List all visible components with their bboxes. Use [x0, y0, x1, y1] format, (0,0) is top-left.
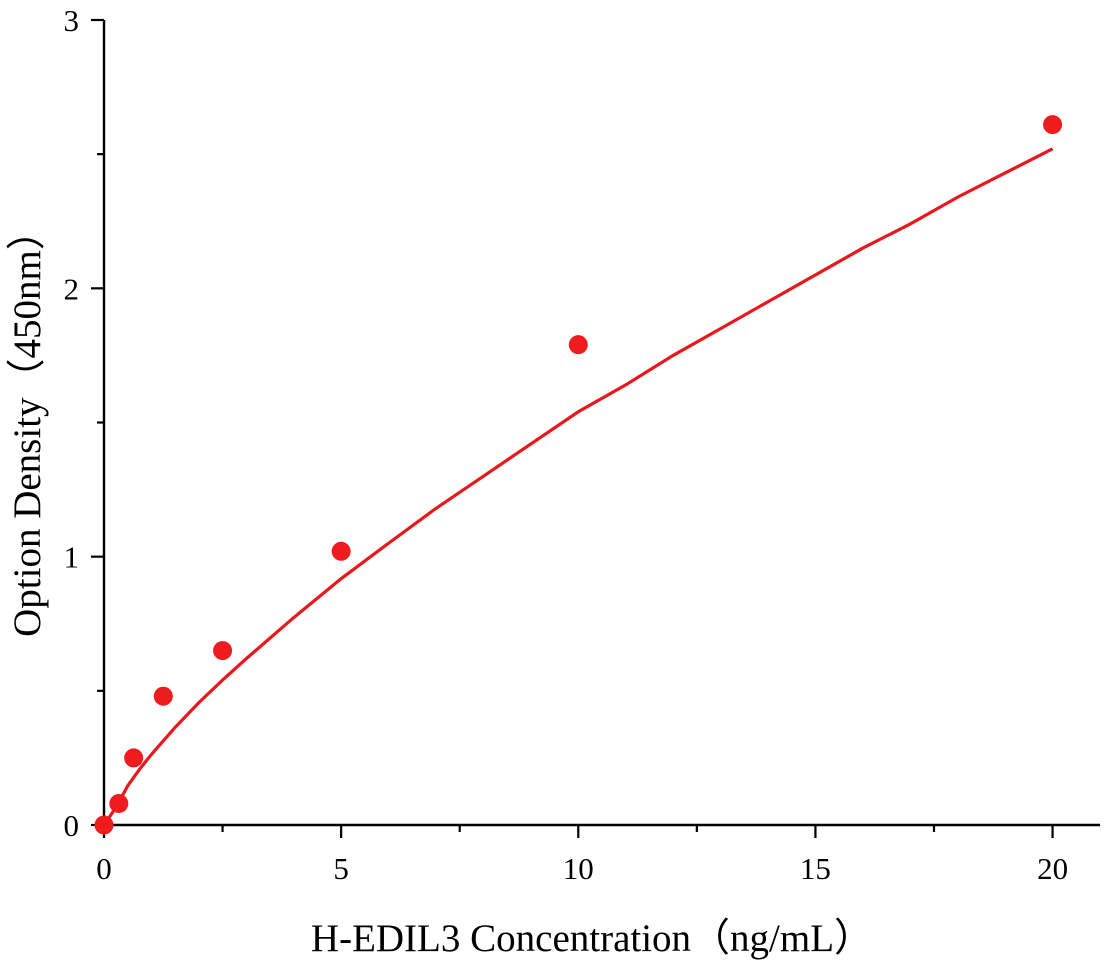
y-tick-labels: 0 1 2 3 — [64, 3, 80, 843]
y-tick-label: 2 — [64, 271, 80, 306]
fit-curve — [102, 147, 1054, 826]
data-point — [331, 541, 351, 561]
series-layer — [102, 147, 1054, 826]
x-tick-label: 0 — [96, 851, 112, 886]
x-tick-label: 10 — [563, 851, 594, 886]
data-point — [568, 335, 588, 355]
y-tick-label: 1 — [64, 540, 80, 575]
x-ticks — [102, 825, 1054, 838]
data-point — [94, 815, 114, 835]
x-tick-label: 20 — [1037, 851, 1068, 886]
data-point — [109, 794, 129, 814]
x-tick-label: 5 — [333, 851, 349, 886]
x-tick-label: 15 — [800, 851, 831, 886]
y-ticks — [91, 18, 104, 827]
y-tick-label: 0 — [64, 808, 80, 843]
data-point — [213, 641, 233, 661]
data-point — [1043, 115, 1063, 135]
x-axis-title: H-EDIL3 Concentration（ng/mL） — [311, 917, 873, 960]
data-point — [153, 686, 173, 706]
data-points — [94, 115, 1063, 835]
x-tick-labels: 0 5 10 15 20 — [96, 851, 1068, 886]
y-axis-title: Option Density（450nm） — [6, 211, 49, 637]
y-tick-label: 3 — [64, 3, 80, 38]
data-point — [124, 748, 144, 768]
